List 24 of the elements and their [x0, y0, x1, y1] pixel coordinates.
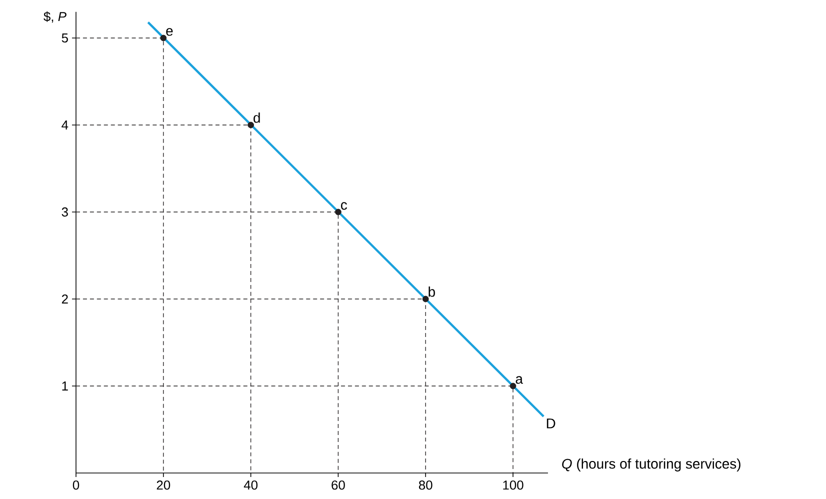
y-tick-label: 3 — [62, 207, 68, 217]
y-tick-label: 5 — [62, 33, 68, 43]
x-tick-label: 40 — [244, 480, 258, 490]
annotation: b — [428, 286, 435, 297]
y-axis-title: $, P — [44, 11, 66, 23]
x-axis-title: Q (hours of tutoring services) — [562, 458, 740, 472]
annotation: c — [340, 202, 348, 210]
annotation: D — [546, 418, 556, 428]
point — [335, 208, 342, 216]
annotation: a — [516, 376, 523, 384]
annotation: e — [166, 28, 173, 36]
x-tick-label: 80 — [418, 480, 432, 490]
annotation: d — [254, 112, 260, 123]
point — [422, 296, 429, 302]
point — [248, 122, 254, 128]
point — [160, 34, 167, 42]
y-tick-label: 4 — [62, 120, 68, 130]
x-tick-label: 20 — [156, 480, 170, 490]
x-tick-label: 0 — [72, 480, 80, 490]
x-tick-label: 60 — [332, 480, 345, 490]
point — [510, 382, 516, 390]
y-tick-label: 1 — [62, 382, 68, 390]
x-tick-label: 100 — [503, 480, 524, 490]
y-tick-label: 2 — [62, 294, 68, 304]
